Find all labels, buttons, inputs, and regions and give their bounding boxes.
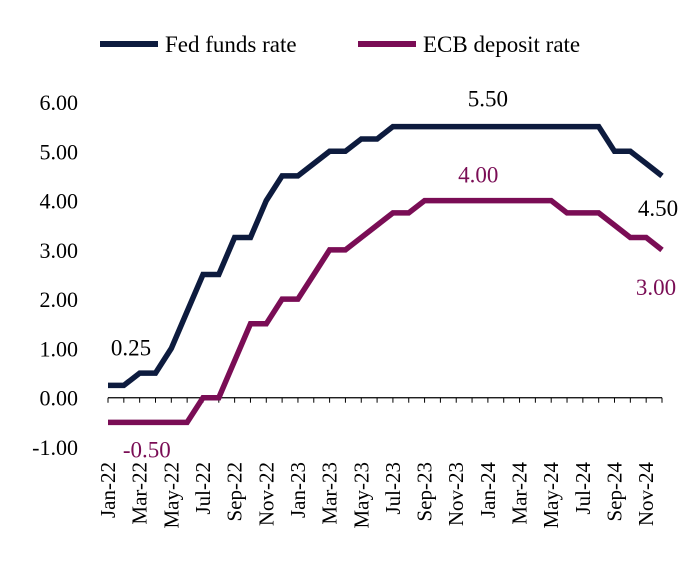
x-tick-label: Mar-22 (128, 462, 152, 525)
legend-label-ecb-deposit: ECB deposit rate (423, 32, 580, 57)
y-tick-label: 6.00 (40, 90, 79, 115)
y-tick-label: -1.00 (32, 435, 78, 460)
x-tick-label: May-24 (539, 462, 563, 529)
y-axis-ticks: 6.00 5.00 4.00 3.00 2.00 1.00 0.00 -1.00 (32, 90, 78, 460)
y-tick-label: 0.00 (40, 386, 79, 411)
data-label: 5.50 (468, 87, 508, 112)
x-tick-label: Jul-23 (381, 462, 405, 515)
y-tick-label: 3.00 (40, 238, 79, 263)
data-label: 3.00 (636, 275, 676, 300)
legend-label-fed-funds: Fed funds rate (165, 32, 297, 57)
y-tick-label: 2.00 (40, 287, 79, 312)
data-label: -0.50 (123, 437, 171, 462)
x-tick-label: Mar-23 (318, 462, 342, 525)
x-tick-label: Sep-22 (223, 462, 247, 522)
x-tick-label: Mar-24 (508, 462, 532, 525)
x-axis-tick-labels: Jan-22 Mar-22 May-22 Jul-22 Sep-22 Nov-22 Jan-… (96, 462, 658, 529)
x-tick-label: Nov-23 (444, 462, 468, 526)
x-tick-label: Nov-22 (254, 462, 278, 526)
series-lines (108, 123, 664, 426)
y-tick-label: 4.00 (40, 189, 79, 214)
data-label: 0.25 (111, 335, 151, 360)
x-tick-label: Jul-22 (191, 462, 215, 515)
data-label: 4.50 (638, 196, 678, 221)
fed-funds-line (108, 123, 664, 389)
x-tick-label: Jan-24 (476, 462, 500, 518)
x-tick-label: Sep-23 (413, 462, 437, 522)
data-labels: 0.25 5.50 4.50 -0.50 4.00 3.00 (111, 87, 678, 463)
x-tick-label: May-22 (159, 462, 183, 529)
legend: Fed funds rate ECB deposit rate (100, 32, 580, 57)
x-tick-label: Sep-24 (603, 462, 627, 522)
x-tick-label: Jan-22 (96, 462, 120, 518)
x-tick-label: Jul-24 (571, 462, 595, 515)
y-tick-label: 1.00 (40, 336, 79, 361)
x-tick-label: Nov-24 (634, 462, 658, 527)
x-axis-tickmarks (107, 397, 663, 403)
x-tick-label: May-23 (349, 462, 373, 529)
ecb-deposit-line (108, 197, 664, 426)
y-tick-label: 5.00 (40, 139, 79, 164)
data-label: 4.00 (458, 163, 498, 188)
x-tick-label: Jan-23 (286, 462, 310, 518)
